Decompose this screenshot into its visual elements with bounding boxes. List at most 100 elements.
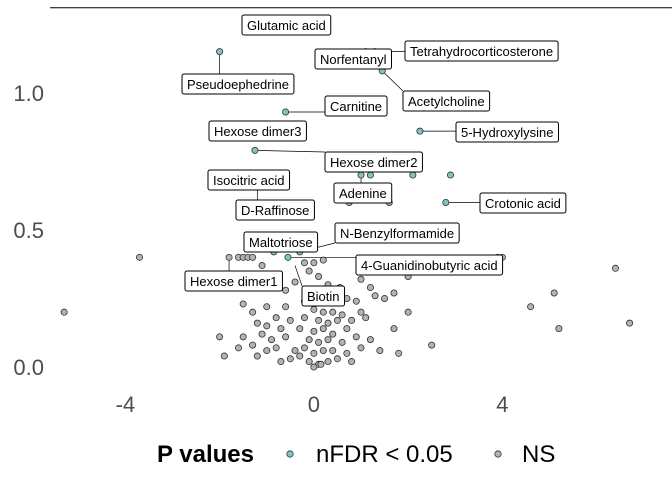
ns-point xyxy=(60,308,68,316)
ns-point xyxy=(249,308,257,316)
ns-points xyxy=(60,253,634,371)
ns-point xyxy=(366,336,374,344)
ns-point xyxy=(291,347,299,355)
ns-point xyxy=(277,358,285,366)
ns-point xyxy=(319,325,327,333)
ns-point xyxy=(343,349,351,357)
ns-point xyxy=(329,347,337,355)
point-label-box xyxy=(333,182,393,204)
point-label: Tetrahydrocorticosterone xyxy=(404,40,559,62)
point-labels: Glutamic acid Norfentanyl Tetrahydrocortic… xyxy=(181,14,567,307)
significant-point xyxy=(284,253,292,261)
ns-point xyxy=(315,316,323,324)
ns-point xyxy=(267,336,275,344)
significant-point xyxy=(251,146,259,154)
ns-point xyxy=(348,316,356,324)
point-label-box xyxy=(208,120,307,142)
point-label-text: Hexose dimer2 xyxy=(330,155,417,170)
ns-point xyxy=(395,349,403,357)
y-axis-ticks: 0.0 0.5 1.0 xyxy=(13,81,44,380)
ns-point xyxy=(376,347,384,355)
ns-point xyxy=(258,330,266,338)
ns-point xyxy=(527,303,535,311)
point-label: Adenine xyxy=(333,182,393,204)
significant-point xyxy=(282,108,290,116)
legend-marker-ns xyxy=(494,450,502,458)
label-connector xyxy=(294,265,303,287)
x-axis-ticks: -4 0 4 xyxy=(116,392,509,417)
point-label-box xyxy=(243,231,319,253)
point-label-text: Glutamic acid xyxy=(247,18,326,33)
significant-point xyxy=(366,171,374,179)
ns-point xyxy=(310,259,318,267)
point-label-box xyxy=(207,169,291,191)
point-label-box xyxy=(181,73,295,95)
ns-point xyxy=(357,275,365,283)
ns-point xyxy=(555,325,563,333)
point-label-text: Crotonic acid xyxy=(485,196,561,211)
ns-point xyxy=(305,358,313,366)
ns-point xyxy=(253,352,261,360)
ns-point xyxy=(333,316,341,324)
ns-point xyxy=(324,358,332,366)
ns-point xyxy=(272,344,280,352)
ns-point xyxy=(352,297,360,305)
ns-point xyxy=(296,352,304,360)
ns-point xyxy=(296,325,304,333)
y-tick-label: 0.5 xyxy=(13,218,44,243)
ns-point xyxy=(390,325,398,333)
ns-point xyxy=(310,327,318,335)
ns-point xyxy=(263,347,271,355)
ns-point xyxy=(136,253,144,261)
ns-point xyxy=(263,322,271,330)
point-label: Hexose dimer2 xyxy=(324,151,423,173)
point-label-text: D-Raffinose xyxy=(241,203,309,218)
ns-point xyxy=(357,308,365,316)
significant-point xyxy=(357,171,365,179)
ns-point xyxy=(282,303,290,311)
ns-point xyxy=(315,338,323,346)
ns-point xyxy=(319,256,327,264)
label-connector xyxy=(254,150,326,153)
point-label-text: Norfentanyl xyxy=(320,52,387,67)
point-label-box xyxy=(241,14,332,36)
ns-point xyxy=(319,347,327,355)
point-label-box xyxy=(235,199,315,221)
ns-point xyxy=(310,305,318,313)
ns-point xyxy=(286,316,294,324)
label-connector xyxy=(381,70,404,92)
ns-point xyxy=(282,286,290,294)
ns-point xyxy=(371,292,379,300)
legend: P values nFDR < 0.05 NS xyxy=(157,441,555,468)
legend-label-ns: NS xyxy=(522,441,555,468)
point-label: Biotin xyxy=(301,285,346,307)
ns-point xyxy=(305,336,313,344)
significant-point xyxy=(416,127,424,135)
point-label-box xyxy=(334,222,460,244)
ns-point xyxy=(362,314,370,322)
point-label: Glutamic acid xyxy=(241,14,332,36)
ns-point xyxy=(234,344,242,352)
ns-point xyxy=(305,267,313,275)
point-label-box xyxy=(324,95,388,117)
point-label-text: Adenine xyxy=(339,186,387,201)
point-label-text: Pseudoephedrine xyxy=(187,77,289,92)
point-label: Isocitric acid xyxy=(207,169,291,191)
ns-point xyxy=(338,338,346,346)
x-tick-label: 0 xyxy=(308,392,320,417)
ns-point xyxy=(317,360,325,368)
point-label-text: Hexose dimer3 xyxy=(214,124,301,139)
point-label: Acetylcholine xyxy=(402,90,491,112)
ns-point xyxy=(239,300,247,308)
ns-point xyxy=(263,303,271,311)
point-label-box xyxy=(404,40,559,62)
ns-point xyxy=(352,333,360,341)
ns-point xyxy=(249,253,257,261)
ns-point xyxy=(626,319,634,327)
point-label: Hexose dimer3 xyxy=(208,120,307,142)
point-label-box xyxy=(402,90,491,112)
point-label: D-Raffinose xyxy=(235,199,315,221)
point-label-box xyxy=(314,48,392,70)
ns-point xyxy=(239,333,247,341)
ns-point xyxy=(357,344,365,352)
